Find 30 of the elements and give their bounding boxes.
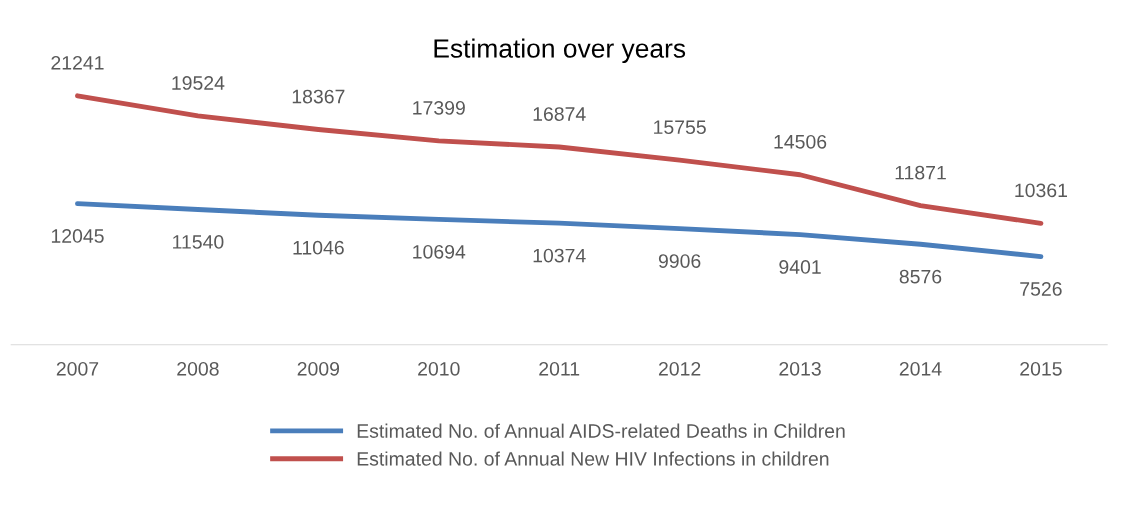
- data-label: 15755: [654, 120, 706, 135]
- data-label: 17399: [413, 100, 465, 115]
- data-label: 16874: [533, 107, 586, 121]
- x-tick-label: 2013: [779, 361, 821, 376]
- data-label: 14506: [774, 134, 827, 149]
- data-label: 9906: [658, 254, 701, 268]
- data-label: 10694: [413, 244, 466, 259]
- x-tick-label: 2010: [418, 361, 460, 376]
- x-tick-label: 2009: [297, 361, 340, 376]
- x-tick-label: 2011: [539, 361, 580, 376]
- data-label: 19524: [172, 76, 225, 90]
- x-tick-label: 2008: [177, 361, 219, 376]
- data-label: 11871: [895, 165, 946, 180]
- legend-label: Estimated No. of Annual New HIV Infections in children: [357, 451, 829, 466]
- x-tick-label: 2012: [658, 361, 701, 376]
- data-label: 11540: [173, 235, 224, 249]
- x-tick-label: 2014: [899, 361, 942, 376]
- x-tick-label: 2007: [56, 361, 99, 376]
- legend-label: Estimated No. of Annual AIDS-related Deaths in Children: [357, 423, 845, 438]
- chart-title: Estimation over years: [434, 38, 686, 64]
- data-label: 21241: [51, 55, 104, 70]
- data-label: 10361: [1015, 183, 1067, 198]
- data-label: 8576: [899, 269, 942, 284]
- data-label: 7526: [1020, 282, 1062, 296]
- data-label: 12045: [51, 229, 104, 243]
- data-label: 10374: [533, 248, 586, 263]
- x-tick-label: 2015: [1020, 361, 1062, 376]
- data-label: 11046: [293, 240, 344, 255]
- data-label: 9401: [779, 260, 821, 274]
- data-label: 18367: [292, 89, 345, 104]
